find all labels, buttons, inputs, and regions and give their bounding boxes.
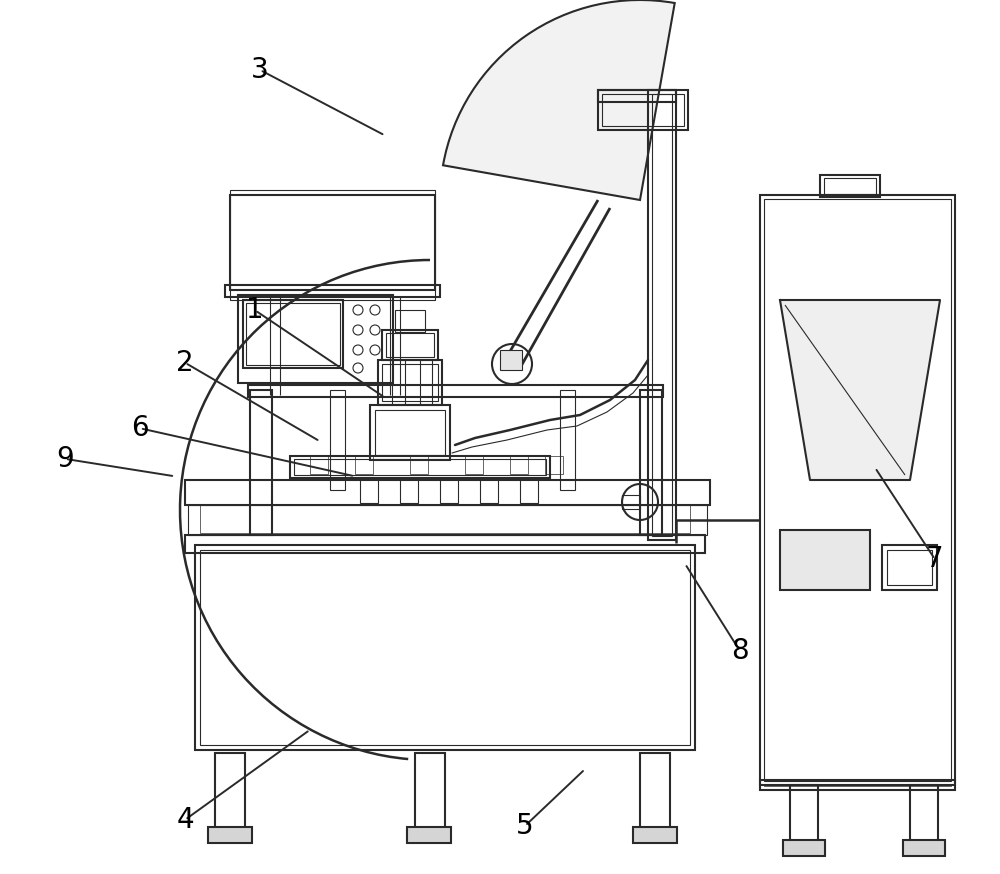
Bar bbox=[378, 360, 442, 405]
Bar bbox=[764, 784, 951, 786]
Bar bbox=[230, 195, 435, 290]
Bar bbox=[652, 94, 672, 536]
Text: 5: 5 bbox=[516, 812, 534, 840]
Bar bbox=[200, 505, 690, 533]
Bar bbox=[903, 840, 945, 856]
Bar bbox=[208, 827, 252, 843]
Bar bbox=[250, 390, 272, 535]
Bar bbox=[882, 545, 937, 590]
Bar bbox=[188, 505, 707, 535]
Bar bbox=[415, 753, 445, 833]
Bar bbox=[622, 495, 640, 509]
Text: 2: 2 bbox=[176, 349, 194, 377]
Bar bbox=[294, 459, 546, 475]
Bar bbox=[510, 456, 528, 474]
Bar bbox=[598, 90, 676, 102]
Bar bbox=[330, 390, 345, 490]
Bar bbox=[225, 285, 440, 297]
Bar bbox=[410, 456, 428, 474]
Bar bbox=[382, 364, 438, 401]
Bar bbox=[760, 780, 955, 790]
Bar bbox=[360, 478, 378, 503]
Bar bbox=[783, 840, 825, 856]
Bar bbox=[760, 195, 955, 785]
Bar bbox=[185, 480, 710, 505]
Bar bbox=[248, 385, 663, 397]
Text: 3: 3 bbox=[251, 56, 269, 84]
Bar bbox=[355, 456, 373, 474]
Bar bbox=[820, 175, 880, 197]
Bar bbox=[230, 190, 435, 300]
Bar bbox=[386, 333, 434, 357]
Bar bbox=[887, 550, 932, 585]
Text: 1: 1 bbox=[246, 296, 264, 324]
Bar bbox=[200, 550, 690, 745]
Bar bbox=[407, 827, 451, 843]
Bar bbox=[545, 456, 563, 474]
Bar bbox=[400, 478, 418, 503]
Bar bbox=[440, 478, 458, 503]
Bar bbox=[395, 310, 425, 332]
Bar bbox=[195, 545, 695, 750]
Bar bbox=[824, 178, 876, 194]
Bar bbox=[648, 90, 676, 540]
Bar bbox=[598, 90, 688, 130]
Bar bbox=[602, 94, 684, 126]
Bar bbox=[382, 330, 438, 360]
Bar bbox=[246, 303, 340, 365]
Bar bbox=[243, 300, 343, 368]
Bar bbox=[310, 456, 328, 474]
Bar bbox=[370, 405, 450, 460]
Bar bbox=[640, 390, 662, 535]
Bar bbox=[465, 456, 483, 474]
Bar bbox=[640, 753, 670, 833]
Text: 8: 8 bbox=[731, 637, 749, 665]
Bar bbox=[500, 350, 522, 370]
Bar bbox=[185, 535, 705, 553]
Bar bbox=[520, 478, 538, 503]
Bar bbox=[790, 785, 818, 845]
Bar bbox=[480, 478, 498, 503]
Bar bbox=[215, 753, 245, 833]
Bar bbox=[560, 390, 575, 490]
Bar bbox=[780, 530, 870, 590]
Bar bbox=[633, 827, 677, 843]
Bar bbox=[375, 410, 445, 455]
Bar bbox=[910, 785, 938, 845]
Text: 4: 4 bbox=[176, 806, 194, 834]
Text: 6: 6 bbox=[131, 414, 149, 442]
Text: 7: 7 bbox=[926, 545, 944, 573]
Bar bbox=[764, 199, 951, 781]
Bar bbox=[238, 295, 393, 383]
Text: 9: 9 bbox=[56, 445, 74, 473]
Bar bbox=[290, 456, 550, 478]
Wedge shape bbox=[443, 0, 675, 200]
Polygon shape bbox=[780, 300, 940, 480]
